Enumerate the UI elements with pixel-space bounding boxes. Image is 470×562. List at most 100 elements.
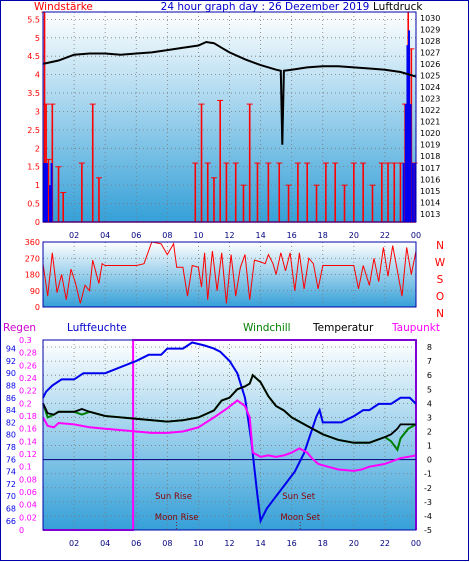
temperature-tick-label: 7	[427, 357, 432, 366]
direction-tick-label: 360	[25, 238, 40, 247]
wind-tick-label: 2.5	[27, 126, 40, 135]
wind-x-axis: 02 04 06 08 10 12 14 16 18 20 22 00	[69, 231, 421, 240]
rain-tick-label: 0.3	[19, 336, 32, 345]
temperature-tick-label: 6	[427, 371, 432, 380]
x-tick-label: 10	[193, 231, 203, 240]
humidity-tick-label: 92	[6, 357, 16, 366]
x-tick-label: 02	[69, 231, 79, 240]
temperature-tick-label: 8	[427, 343, 432, 352]
wind-strength-label: Windstärke	[34, 1, 93, 13]
rain-tick-label: 0.22	[19, 387, 37, 396]
temperature-line	[42, 373, 416, 444]
wind-series	[41, 11, 418, 223]
wind-tick-label: 4.5	[27, 52, 40, 61]
temp-humidity-panel: Regen Luftfeuchte Windchill Temperatur T…	[3, 322, 440, 548]
temp-plot-area	[43, 340, 416, 530]
compass-letter: S	[437, 274, 444, 286]
wind-tick-label: 5.5	[27, 15, 40, 24]
x-tick-label: 14	[255, 231, 265, 240]
wind-plot-frame	[42, 11, 417, 223]
temperature-tick-label: 4	[427, 399, 432, 408]
pressure-tick-label: 1023	[420, 95, 440, 104]
chart-title: 24 hour graph day : 26 Dezember 2019	[161, 1, 370, 13]
compass-letter: N	[436, 240, 444, 252]
compass-letter: O	[436, 291, 444, 303]
x-tick-label: 10	[193, 539, 203, 548]
humidity-tick-label: 82	[6, 418, 16, 427]
pressure-tick-label: 1014	[420, 198, 440, 207]
wind-tick-label: 1.5	[27, 163, 40, 172]
pressure-tick-label: 1018	[420, 152, 440, 161]
wind-tick-label: 3	[35, 107, 40, 116]
rain-tick-label: 0.06	[19, 488, 37, 497]
humidity-tick-label: 86	[6, 394, 16, 403]
sun-rise-label: Sun Rise	[155, 492, 192, 502]
temperature-tick-label: -4	[424, 512, 432, 521]
wind-tick-label: 0	[35, 218, 40, 227]
rain-tick-label: 0.18	[19, 412, 37, 421]
rain-tick-label: 0	[19, 526, 24, 535]
temperature-tick-label: -1	[424, 470, 432, 479]
x-tick-label: 02	[69, 539, 79, 548]
pressure-tick-label: 1015	[420, 187, 440, 196]
x-tick-label: 20	[349, 231, 359, 240]
wind-tick-label: 2	[35, 144, 40, 153]
direction-line	[42, 241, 417, 304]
humidity-line	[42, 341, 417, 525]
direction-series	[42, 241, 417, 304]
x-tick-label: 04	[100, 231, 110, 240]
rain-tick-label: 0.24	[19, 374, 37, 383]
humidity-tick-label: 68	[6, 504, 16, 513]
compass-letter: W	[435, 257, 446, 269]
pressure-tick-label: 1017	[420, 164, 440, 173]
x-tick-label: 08	[162, 539, 172, 548]
wind-y-axis: 5.5 5 4.5 4 3.5 3 2.5 2 1.5 1 0.5 0	[27, 15, 40, 227]
direction-y-axis: 360 270 180 90 0	[25, 238, 40, 312]
temperature-tick-label: 3	[427, 413, 432, 422]
humidity-label: Luftfeuchte	[67, 322, 127, 334]
humidity-y-axis: 94 92 90 88 86 84 82 80 78 76 74 72 70 68 66	[6, 345, 16, 526]
rain-tick-label: 0.12	[19, 450, 37, 459]
x-tick-label: 06	[131, 231, 141, 240]
rain-tick-label: 0.04	[19, 501, 37, 510]
x-tick-label: 14	[255, 539, 265, 548]
pressure-tick-label: 1019	[420, 141, 440, 150]
wind-tick-label: 4	[35, 71, 40, 80]
temperature-tick-label: 5	[427, 385, 432, 394]
temperature-tick-label: 0	[427, 456, 432, 465]
temperature-tick-label: -2	[424, 484, 432, 493]
x-tick-label: 06	[131, 539, 141, 548]
pressure-tick-label: 1016	[420, 175, 440, 184]
astro-annotations: Sun Rise Moon Rise Sun Set Moon Set	[155, 492, 321, 530]
humidity-tick-label: 80	[6, 431, 16, 440]
rain-tick-label: 0.26	[19, 361, 37, 370]
rain-tick-label: 0.2	[19, 399, 32, 408]
x-tick-label: 22	[380, 231, 390, 240]
pressure-tick-label: 1022	[420, 106, 440, 115]
temperature-tick-label: 2	[427, 427, 432, 436]
x-tick-label: 00	[411, 539, 421, 548]
pressure-tick-label: 1025	[420, 71, 440, 80]
pressure-tick-label: 1013	[420, 210, 440, 219]
wind-pressure-panel: Windstärke 24 hour graph day : 26 Dezemb…	[27, 1, 440, 240]
x-tick-label: 18	[318, 539, 328, 548]
direction-tick-label: 180	[25, 271, 40, 280]
humidity-tick-label: 66	[6, 517, 16, 526]
direction-plot-frame	[42, 241, 417, 308]
pressure-tick-label: 1021	[420, 118, 440, 127]
temperature-label: Temperatur	[312, 322, 374, 334]
moon-set-label: Moon Set	[280, 513, 320, 523]
x-tick-label: 00	[411, 231, 421, 240]
rain-tick-label: 0.02	[19, 513, 37, 522]
wind-tick-label: 5	[35, 34, 40, 43]
temperature-tick-label: 1	[427, 442, 432, 451]
temp-plot-frame	[42, 339, 417, 531]
temp-humidity-series	[42, 341, 417, 525]
rain-tick-label: 0.08	[19, 475, 37, 484]
pressure-tick-label: 1028	[420, 37, 440, 46]
pressure-tick-label: 1020	[420, 129, 440, 138]
humidity-tick-label: 74	[6, 468, 16, 477]
